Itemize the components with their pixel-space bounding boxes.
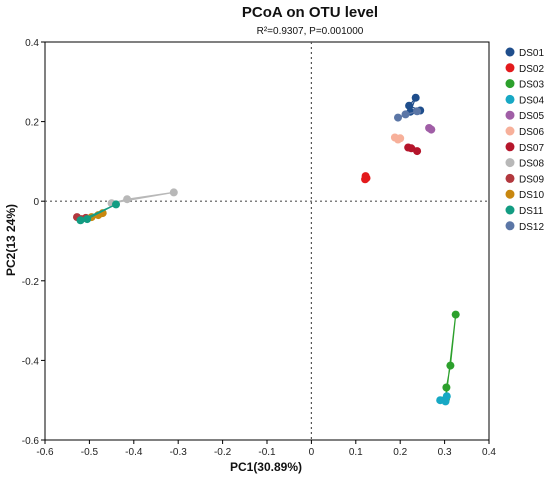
x-tick-label: 0.4 (482, 447, 496, 458)
legend-label: DS07 (519, 143, 544, 154)
chart-subtitle: R²=0.9307, P=0.001000 (257, 26, 364, 37)
data-point (446, 361, 455, 370)
data-point (83, 215, 92, 224)
legend-label: DS02 (519, 64, 544, 75)
y-tick-label: 0.2 (25, 118, 39, 129)
x-tick-label: -0.5 (81, 447, 99, 458)
data-point (169, 188, 178, 197)
data-point (123, 195, 132, 204)
x-tick-label: 0.2 (393, 447, 407, 458)
x-tick-label: -0.4 (125, 447, 143, 458)
data-point (411, 93, 420, 102)
plot-area: -0.6 -0.5 -0.4 -0.3 -0.2 -0.1 0 0.1 0.2 0.3 0.4 0.4… (22, 38, 497, 458)
y-tick-label: -0.2 (22, 277, 40, 288)
legend-marker (505, 47, 515, 57)
legend-label: DS01 (519, 48, 544, 59)
legend-marker (505, 205, 515, 215)
legend-marker (505, 79, 515, 89)
group-hull (111, 191, 175, 204)
legend-label: DS03 (519, 80, 544, 91)
legend-label: DS09 (519, 174, 544, 185)
data-point (394, 113, 402, 122)
data-point (405, 101, 414, 110)
legend-marker (505, 110, 515, 120)
y-tick-label: 0.4 (25, 38, 39, 49)
chart-title: PCoA on OTU level (242, 4, 378, 21)
data-point (425, 124, 434, 132)
x-tick-label: -0.2 (214, 447, 232, 458)
legend-marker (505, 94, 515, 104)
data-point (413, 147, 422, 156)
legend-label: DS08 (519, 159, 544, 170)
x-tick-label: -0.1 (258, 447, 276, 458)
x-axis-label: PC1(30.89%) (230, 460, 302, 474)
legend-marker (505, 158, 515, 168)
legend-label: DS12 (519, 222, 544, 233)
x-tick-label: -0.6 (36, 447, 54, 458)
legend-marker (505, 63, 515, 73)
data-point (413, 107, 422, 116)
legend-label: DS11 (519, 206, 544, 217)
x-tick-label: 0.1 (349, 447, 363, 458)
y-tick-label: 0 (33, 197, 39, 208)
y-tick-label: -0.4 (22, 356, 40, 367)
data-point (394, 135, 402, 144)
data-point (76, 216, 85, 225)
data-point (442, 383, 451, 392)
legend: DS01 DS02 DS03 DS04 DS05 DS06 DS07 DS08 DS09 DS10… (505, 47, 544, 233)
legend-label: DS06 (519, 127, 544, 138)
x-tick-label: 0.3 (438, 447, 452, 458)
data-point (401, 110, 410, 119)
legend-label: DS10 (519, 190, 544, 201)
data-point (361, 175, 370, 184)
data-point (451, 310, 460, 319)
legend-marker (505, 142, 515, 152)
legend-marker (505, 126, 515, 136)
plot-frame (44, 41, 490, 441)
data-point (442, 392, 451, 401)
legend-marker (505, 189, 515, 199)
legend-label: DS05 (519, 111, 544, 122)
x-tick-label: -0.3 (170, 447, 188, 458)
legend-marker (505, 173, 515, 183)
legend-label: DS04 (519, 95, 544, 106)
y-tick-label: -0.6 (22, 436, 40, 447)
data-point (112, 200, 120, 209)
x-tick-label: 0 (309, 447, 315, 458)
y-axis-label: PC2(13 24%) (4, 204, 18, 276)
legend-marker (505, 221, 515, 231)
